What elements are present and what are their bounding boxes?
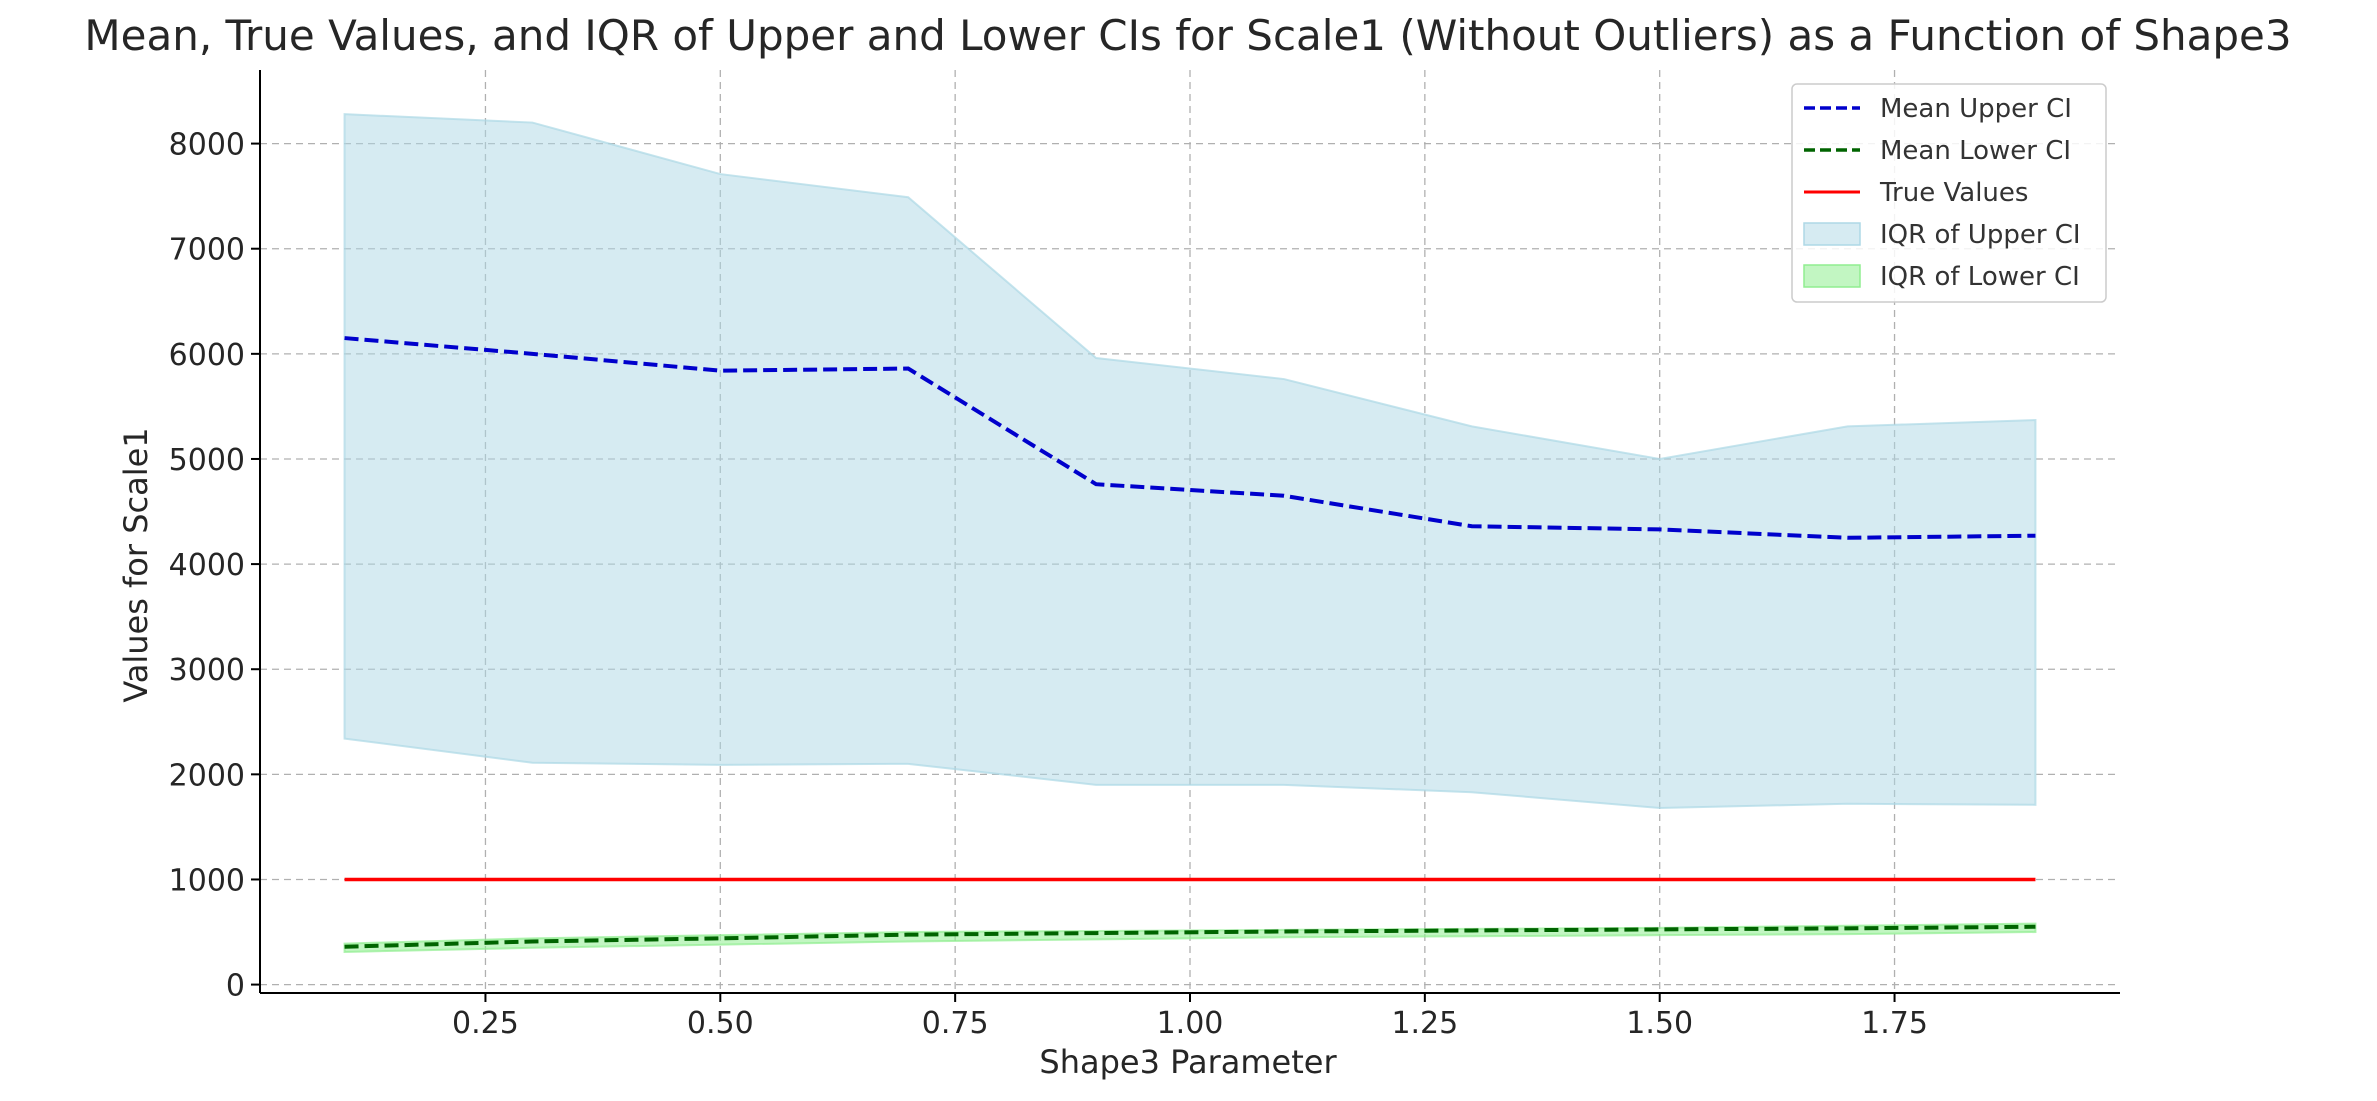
mean-lower-ci-line xyxy=(344,924,2036,949)
y-tick-label: 5000 xyxy=(169,443,245,478)
iqr-upper-ci-band xyxy=(343,113,2037,809)
legend-swatch xyxy=(1803,222,1861,246)
legend-label: IQR of Lower CI xyxy=(1880,262,2080,292)
axes: 0.25 0.50 0.75 1.00 1.25 1.50 1.75 0 1000 2000 300… xyxy=(169,70,2120,1041)
y-tick-label: 6000 xyxy=(169,338,245,373)
x-tick-label: 1.25 xyxy=(1391,1006,1458,1041)
y-tick-label: 1000 xyxy=(169,863,245,898)
y-tick-label: 2000 xyxy=(169,758,245,793)
legend-label: Mean Lower CI xyxy=(1880,136,2071,166)
legend-label: Mean Upper CI xyxy=(1880,94,2072,124)
chart-title: Mean, True Values, and IQR of Upper and … xyxy=(84,11,2291,60)
y-tick-label: 3000 xyxy=(169,653,245,688)
legend: Mean Upper CI Mean Lower CI True Values IQR… xyxy=(1791,83,2107,303)
y-tick-label: 7000 xyxy=(169,233,245,268)
x-tick-label: 0.50 xyxy=(687,1006,754,1041)
series-lines xyxy=(344,336,2036,949)
x-tick-label: 0.75 xyxy=(922,1006,989,1041)
legend-frame xyxy=(1791,83,2107,303)
x-tick-label: 0.25 xyxy=(452,1006,519,1041)
x-axis-label: Shape3 Parameter xyxy=(1039,1043,1337,1081)
x-tick-label: 1.75 xyxy=(1861,1006,1928,1041)
x-tick-label: 1.00 xyxy=(1157,1006,1224,1041)
x-tick-label: 1.50 xyxy=(1626,1006,1693,1041)
y-tick-label: 8000 xyxy=(169,128,245,163)
y-axis-label: Values for Scale1 xyxy=(117,427,155,702)
legend-swatch xyxy=(1803,264,1861,288)
y-tick-label: 0 xyxy=(226,969,245,1004)
legend-label: IQR of Upper CI xyxy=(1880,220,2081,250)
mean-upper-ci-line xyxy=(344,336,2036,540)
legend-label: True Values xyxy=(1879,178,2028,208)
y-tick-label: 4000 xyxy=(169,548,245,583)
